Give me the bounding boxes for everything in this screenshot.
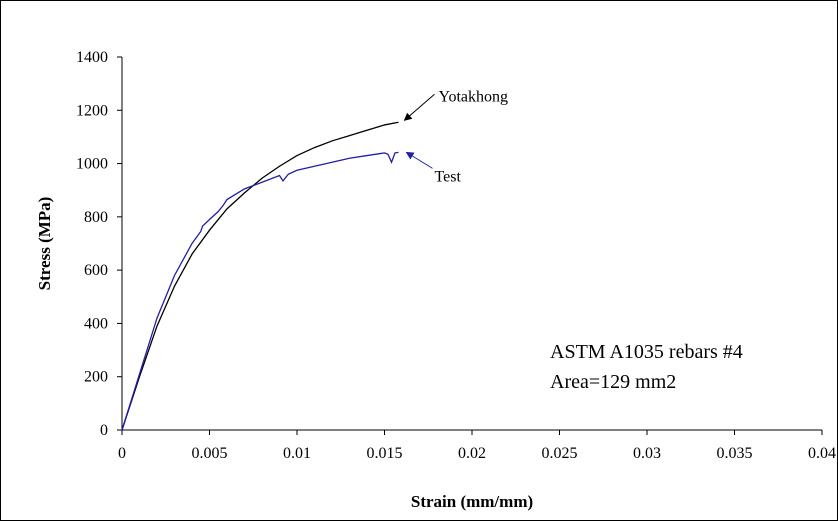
x-tick-label: 0.035 (717, 445, 753, 462)
series-layer (121, 121, 399, 431)
annotation-label-test: Test (435, 168, 462, 185)
note-line-1: ASTM A1035 rebars #4 (550, 341, 743, 363)
y-axis-title: Stress (MPa) (35, 197, 54, 291)
y-tick-label: 200 (84, 369, 108, 386)
x-tick-label: 0.02 (458, 445, 486, 462)
y-tick-label: 0 (100, 422, 108, 439)
annotation-layer: Yotakhong Test (403, 88, 509, 185)
annotation-arrow (405, 151, 433, 169)
note-line-2: Area=129 mm2 (550, 371, 676, 393)
x-tick-label: 0.015 (367, 445, 403, 462)
axes: 0 0.005 0.01 0.015 0.02 0.025 0.03 0.035 0.04 0 20… (76, 49, 836, 462)
y-tick-label: 800 (84, 209, 108, 226)
x-axis-title: Strain (mm/mm) (411, 492, 533, 511)
x-tick-label: 0 (118, 445, 126, 462)
x-tick-label: 0.04 (808, 445, 836, 462)
annotation-label-yotakhong: Yotakhong (439, 88, 509, 105)
series-line-test (121, 151, 399, 431)
x-tick-label: 0.005 (192, 445, 228, 462)
y-tick-label: 1200 (76, 102, 108, 119)
annotation-arrow (403, 93, 435, 121)
y-tick-label: 600 (84, 262, 108, 279)
x-tick-label: 0.01 (283, 445, 311, 462)
x-tick-label: 0.025 (542, 445, 578, 462)
y-tick-label: 400 (84, 315, 108, 332)
series-line-yotakhong (121, 121, 399, 431)
y-tick-label: 1000 (76, 156, 108, 173)
x-tick-label: 0.03 (633, 445, 661, 462)
y-tick-label: 1400 (76, 49, 108, 66)
